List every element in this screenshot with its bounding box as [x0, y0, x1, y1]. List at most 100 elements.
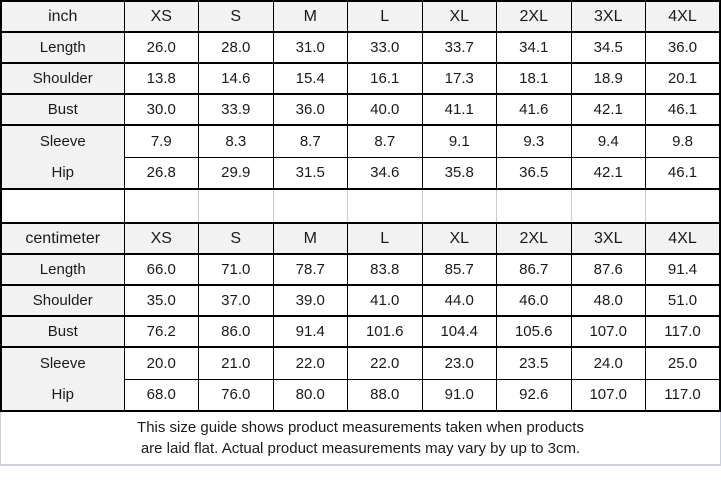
value-cell: 88.0 — [347, 378, 423, 412]
value-cell: 42.1 — [570, 93, 646, 126]
value-cell: 80.0 — [272, 378, 348, 412]
spacer-cell — [0, 188, 125, 224]
value-cell: 20.1 — [645, 62, 721, 95]
value-cell: 26.0 — [123, 31, 199, 64]
value-cell: 66.0 — [123, 253, 199, 286]
measurement-row: Bust 30.0 33.9 36.0 40.0 41.1 41.6 42.1 46.1 — [0, 93, 721, 126]
row-label: Hip — [51, 386, 74, 403]
size-header-cell: L — [347, 0, 423, 33]
value-cell: 85.7 — [421, 253, 497, 286]
measurement-row: Bust 76.2 86.0 91.4 101.6 104.4 105.6 107.0 117.… — [0, 315, 721, 348]
value-cell: 91.4 — [645, 253, 721, 286]
row-label: Hip — [51, 164, 74, 181]
size-header-cell: XS — [123, 0, 199, 33]
row-label-cell: Shoulder — [0, 62, 125, 95]
spacer-cell — [123, 188, 199, 224]
note-line-2: are laid flat. Actual product measuremen… — [140, 440, 581, 457]
value-cell: 24.0 — [570, 346, 646, 380]
value-cell: 23.5 — [496, 346, 572, 380]
value-cell: 35.0 — [123, 284, 199, 317]
value-cell: 117.0 — [645, 378, 721, 412]
measurement-row: Shoulder 35.0 37.0 39.0 41.0 44.0 46.0 48.0 51.0 — [0, 284, 721, 317]
size-header-cell: L — [347, 222, 423, 255]
value-cell: 22.0 — [347, 346, 423, 380]
value-cell: 41.6 — [496, 93, 572, 126]
size-header-row: inch XS S M L XL 2XL 3XL 4XL — [0, 0, 721, 33]
value-cell: 8.7 — [347, 124, 423, 158]
value-cell: 18.9 — [570, 62, 646, 95]
row-label-cell: Bust — [0, 93, 125, 126]
unit-header-cell: inch — [0, 0, 125, 33]
value-cell: 36.5 — [496, 156, 572, 190]
value-cell: 76.0 — [198, 378, 274, 412]
value-cell: 76.2 — [123, 315, 199, 348]
spacer-cell — [496, 188, 572, 224]
size-header-cell: S — [198, 222, 274, 255]
value-cell: 40.0 — [347, 93, 423, 126]
value-cell: 44.0 — [421, 284, 497, 317]
value-cell: 101.6 — [347, 315, 423, 348]
size-header-cell: XL — [421, 222, 497, 255]
value-cell: 29.9 — [198, 156, 274, 190]
value-cell: 104.4 — [421, 315, 497, 348]
value-cell: 7.9 — [123, 124, 199, 158]
value-cell: 86.0 — [198, 315, 274, 348]
value-cell: 71.0 — [198, 253, 274, 286]
size-header-cell: M — [272, 0, 348, 33]
value-cell: 14.6 — [198, 62, 274, 95]
value-cell: 37.0 — [198, 284, 274, 317]
value-cell: 15.4 — [272, 62, 348, 95]
value-cell: 18.1 — [496, 62, 572, 95]
measurement-row: 68.0 76.0 80.0 88.0 91.0 92.6 107.0 117.0 — [1, 378, 721, 412]
value-cell: 46.1 — [645, 156, 721, 190]
measurement-row: Shoulder 13.8 14.6 15.4 16.1 17.3 18.1 18.9 20.1 — [0, 62, 721, 95]
value-cell: 91.0 — [421, 378, 497, 412]
spacer-cell — [272, 188, 348, 224]
spacer-cell — [645, 188, 721, 224]
row-label-cell: Length — [0, 31, 125, 64]
value-cell: 51.0 — [645, 284, 721, 317]
value-cell: 16.1 — [347, 62, 423, 95]
value-cell: 8.7 — [272, 124, 348, 158]
size-header-cell: 4XL — [645, 0, 721, 33]
value-cell: 31.5 — [272, 156, 348, 190]
size-header-cell: M — [272, 222, 348, 255]
value-cell: 33.9 — [198, 93, 274, 126]
size-header-row: centimeter XS S M L XL 2XL 3XL 4XL — [0, 222, 721, 255]
value-cell: 33.0 — [347, 31, 423, 64]
value-cell: 9.8 — [645, 124, 721, 158]
value-cell: 87.6 — [570, 253, 646, 286]
value-cell: 68.0 — [123, 378, 199, 412]
size-header-cell: XS — [123, 222, 199, 255]
value-cell: 35.8 — [421, 156, 497, 190]
value-cell: 9.1 — [421, 124, 497, 158]
value-cell: 117.0 — [645, 315, 721, 348]
value-cell: 34.5 — [570, 31, 646, 64]
size-guide-note: This size guide shows product measuremen… — [0, 412, 721, 466]
row-label-cell: Sleeve Hip — [0, 124, 125, 190]
measurement-row: Length 66.0 71.0 78.7 83.8 85.7 86.7 87.6 91.4 — [0, 253, 721, 286]
value-cell: 41.1 — [421, 93, 497, 126]
note-line-1: This size guide shows product measuremen… — [137, 419, 584, 436]
value-cell: 39.0 — [272, 284, 348, 317]
measurement-row: 26.8 29.9 31.5 34.6 35.8 36.5 42.1 46.1 — [1, 156, 721, 190]
value-cell: 86.7 — [496, 253, 572, 286]
value-cell: 83.8 — [347, 253, 423, 286]
row-label-cell: Length — [0, 253, 125, 286]
value-cell: 78.7 — [272, 253, 348, 286]
value-cell: 36.0 — [645, 31, 721, 64]
spacer-row — [0, 188, 721, 224]
value-cell: 21.0 — [198, 346, 274, 380]
size-header-cell: 3XL — [570, 222, 646, 255]
value-cell: 30.0 — [123, 93, 199, 126]
unit-header-cell: centimeter — [0, 222, 125, 255]
size-header-cell: 3XL — [570, 0, 646, 33]
measurement-row: Length 26.0 28.0 31.0 33.0 33.7 34.1 34.5 36.0 — [0, 31, 721, 64]
row-label-cell: Sleeve Hip — [0, 346, 125, 412]
value-cell: 23.0 — [421, 346, 497, 380]
row-label: Sleeve — [39, 355, 86, 372]
value-cell: 36.0 — [272, 93, 348, 126]
value-cell: 46.1 — [645, 93, 721, 126]
measurement-row: Sleeve Hip 7.9 8.3 8.7 8.7 9.1 9.3 9.4 9.8 — [0, 124, 721, 190]
